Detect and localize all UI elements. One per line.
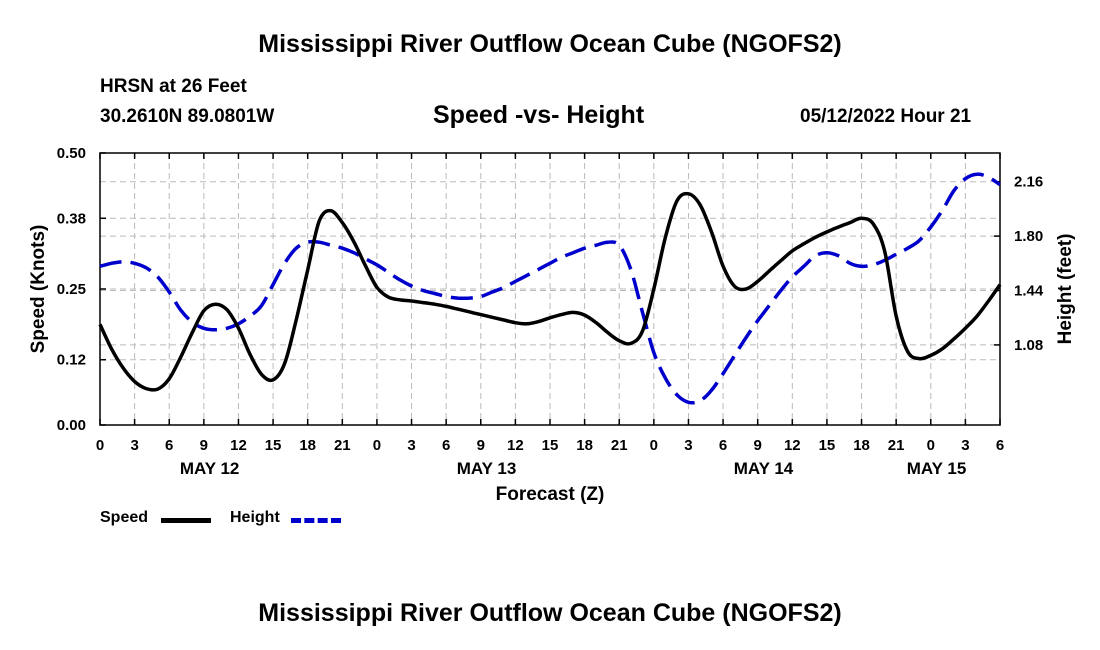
x-tick-label: 3: [130, 437, 138, 454]
x-tick-label: 3: [684, 437, 692, 454]
x-tick-label: 21: [334, 437, 351, 454]
station-coordinates: 30.2610N 89.0801W: [100, 106, 275, 127]
x-tick-label: 9: [200, 437, 208, 454]
station-label: HRSN at 26 Feet: [100, 76, 247, 97]
legend-speed-label: Speed: [100, 509, 149, 526]
x-tick-label: 0: [927, 437, 935, 454]
x-tick-label: 18: [299, 437, 316, 454]
forecast-datetime: 05/12/2022 Hour 21: [800, 106, 972, 127]
ticks-layer: [99, 152, 1001, 426]
grid-layer: [99, 153, 1001, 425]
x-tick-label: 12: [507, 437, 524, 454]
y-left-tick-label: 0.12: [57, 352, 86, 369]
x-tick-label: 0: [96, 437, 104, 454]
x-tick-label: 18: [853, 437, 870, 454]
date-label: MAY 14: [734, 459, 794, 478]
legend-speed-swatch: [161, 518, 211, 523]
labels-layer: 0 3 6 9 12 15 18 21 0 3 6 9 12 15 18 21 0 3 6 9 12 15 18 21 0 3 6 0…: [57, 145, 1044, 478]
date-label: MAY 12: [180, 459, 240, 478]
y-axis-left-title: Speed (Knots): [28, 225, 49, 354]
x-tick-label: 12: [784, 437, 801, 454]
y-right-tick-label: 2.16: [1014, 174, 1043, 191]
legend-height-label: Height: [230, 509, 280, 526]
x-tick-label: 3: [407, 437, 415, 454]
speed-height-chart: 0 3 6 9 12 15 18 21 0 3 6 9 12 15 18 21 0 3 6 9 12 15 18 21 0 3 6 0…: [28, 145, 1076, 505]
legend-height-swatch: [291, 518, 341, 523]
x-tick-label: 6: [996, 437, 1004, 454]
x-tick-label: 21: [611, 437, 628, 454]
y-axis-right-title: Height (feet): [1055, 234, 1076, 345]
y-left-tick-label: 0.50: [57, 145, 86, 162]
x-axis-title: Forecast (Z): [496, 484, 605, 505]
chart-main-title: Mississippi River Outflow Ocean Cube (NG…: [258, 30, 842, 58]
x-tick-label: 15: [265, 437, 282, 454]
x-tick-label: 9: [754, 437, 762, 454]
x-tick-label: 15: [819, 437, 836, 454]
y-right-tick-label: 1.80: [1014, 228, 1043, 245]
height-series-line: [99, 172, 1001, 405]
x-tick-label: 15: [542, 437, 559, 454]
date-label: MAY 13: [457, 459, 517, 478]
y-left-tick-label: 0.25: [57, 281, 86, 298]
y-right-tick-label: 1.08: [1014, 337, 1043, 354]
x-tick-label: 3: [961, 437, 969, 454]
x-tick-label: 21: [888, 437, 905, 454]
x-tick-label: 6: [719, 437, 727, 454]
bottom-title: Mississippi River Outflow Ocean Cube (NG…: [258, 599, 842, 627]
x-tick-label: 0: [373, 437, 381, 454]
date-label: MAY 15: [907, 459, 967, 478]
x-tick-label: 9: [477, 437, 485, 454]
x-tick-label: 18: [576, 437, 593, 454]
y-left-tick-label: 0.00: [57, 417, 86, 434]
series-layer: [98, 172, 1002, 405]
x-tick-label: 6: [442, 437, 450, 454]
x-tick-label: 12: [230, 437, 247, 454]
speed-series-line: [98, 191, 1002, 392]
chart-subtitle: Speed -vs- Height: [433, 101, 645, 129]
x-tick-label: 6: [165, 437, 173, 454]
y-right-tick-label: 1.44: [1014, 283, 1044, 300]
y-left-tick-label: 0.38: [57, 210, 86, 227]
x-tick-label: 0: [650, 437, 658, 454]
